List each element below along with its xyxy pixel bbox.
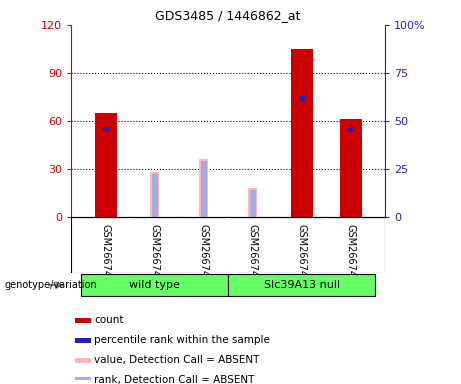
Bar xyxy=(299,96,305,102)
Text: GSM266740: GSM266740 xyxy=(101,223,111,283)
Title: GDS3485 / 1446862_at: GDS3485 / 1446862_at xyxy=(155,9,301,22)
Bar xyxy=(81,274,228,296)
Bar xyxy=(348,127,354,132)
Text: value, Detection Call = ABSENT: value, Detection Call = ABSENT xyxy=(94,355,260,365)
Text: GSM266741: GSM266741 xyxy=(150,223,160,283)
Bar xyxy=(250,190,255,195)
Bar xyxy=(290,49,313,217)
Bar xyxy=(75,318,91,323)
Bar xyxy=(152,174,158,217)
Text: GSM266746: GSM266746 xyxy=(346,223,355,283)
Text: rank, Detection Call = ABSENT: rank, Detection Call = ABSENT xyxy=(94,375,254,384)
Text: GSM266743: GSM266743 xyxy=(248,223,258,283)
Bar xyxy=(75,358,91,363)
Text: genotype/variation: genotype/variation xyxy=(5,280,97,290)
Bar xyxy=(150,172,159,217)
Text: percentile rank within the sample: percentile rank within the sample xyxy=(94,335,270,345)
Bar xyxy=(103,127,109,132)
Bar xyxy=(248,188,257,217)
Text: GSM266742: GSM266742 xyxy=(199,223,209,283)
Text: count: count xyxy=(94,315,124,325)
Bar xyxy=(75,338,91,343)
Bar xyxy=(250,190,255,217)
Bar xyxy=(199,159,208,217)
Text: GSM266745: GSM266745 xyxy=(297,223,307,283)
Bar xyxy=(340,119,362,217)
Text: wild type: wild type xyxy=(129,280,180,290)
Bar xyxy=(228,274,375,296)
Bar xyxy=(152,174,158,179)
Text: Slc39A13 null: Slc39A13 null xyxy=(264,280,340,290)
Bar xyxy=(201,161,207,167)
Bar xyxy=(75,377,91,383)
Bar xyxy=(201,161,207,217)
Bar xyxy=(95,113,117,217)
